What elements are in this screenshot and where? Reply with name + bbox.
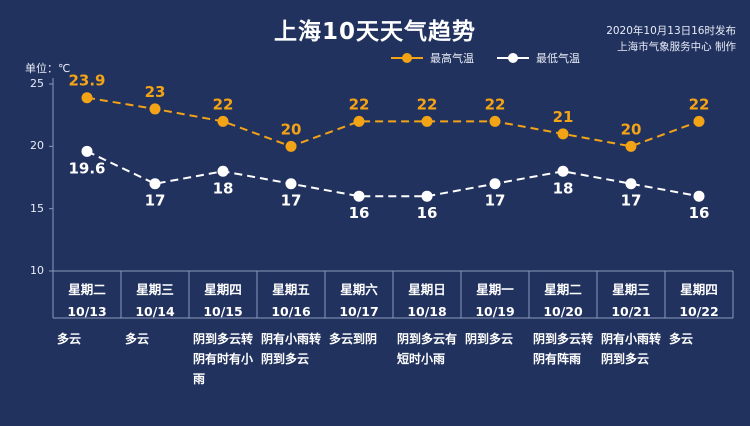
day-column: 星期五 10/16 阴有小雨转阴到多云 — [257, 271, 325, 369]
data-point-low — [285, 178, 297, 190]
day-date: 10/18 — [407, 304, 447, 319]
data-label-high: 22 — [213, 95, 234, 113]
day-date: 10/20 — [543, 304, 583, 319]
data-label-low: 16 — [349, 204, 370, 222]
data-point-high — [353, 115, 365, 127]
data-point-low — [489, 178, 501, 190]
publisher: 上海市气象服务中心 制作 — [617, 41, 736, 53]
day-weekday: 星期日 — [408, 282, 446, 297]
day-date: 10/19 — [475, 304, 515, 319]
day-weekday: 星期四 — [204, 282, 242, 297]
data-point-high — [81, 92, 93, 104]
data-label-low: 17 — [621, 192, 642, 210]
day-column: 星期四 10/15 阴到多云转阴有时有小雨 — [189, 271, 257, 389]
data-label-high: 20 — [621, 120, 642, 138]
data-point-low — [557, 165, 569, 177]
day-column: 星期二 10/20 阴到多云转阴有阵雨 — [529, 271, 597, 369]
day-column: 星期三 10/14 多云 — [121, 271, 189, 349]
data-label-low: 18 — [213, 179, 234, 197]
data-point-low — [149, 178, 161, 190]
data-point-low — [693, 190, 705, 202]
day-date: 10/14 — [135, 304, 175, 319]
data-label-high: 21 — [553, 108, 574, 126]
day-column: 星期一 10/19 阴到多云 — [461, 271, 529, 349]
data-point-low — [421, 190, 433, 202]
legend-high-marker — [391, 53, 423, 63]
day-column: 星期六 10/17 多云到阴 — [325, 271, 393, 349]
day-weather: 阴到多云转阴有阵雨 — [533, 332, 594, 366]
day-date: 10/15 — [203, 304, 243, 319]
day-weekday: 星期五 — [272, 282, 310, 297]
legend-high-label: 最高气温 — [430, 52, 474, 65]
day-date: 10/17 — [339, 304, 379, 319]
data-point-high — [149, 103, 161, 115]
data-label-high: 23.9 — [68, 72, 105, 90]
day-weekday: 星期四 — [680, 282, 718, 297]
day-weather: 多云到阴 — [329, 332, 378, 346]
data-label-high: 22 — [417, 95, 438, 113]
day-weekday: 星期三 — [136, 282, 174, 297]
data-point-low — [217, 165, 229, 177]
data-point-high — [625, 140, 637, 152]
data-point-high — [421, 115, 433, 127]
day-weather: 多云 — [669, 332, 694, 346]
day-weather: 多云 — [125, 332, 150, 346]
legend: 最高气温 最低气温 — [390, 50, 580, 66]
day-weekday: 星期二 — [68, 282, 106, 297]
day-weather: 阴到多云转阴有时有小雨 — [193, 332, 254, 386]
data-label-high: 20 — [281, 120, 302, 138]
day-column: 星期三 10/21 阴有小雨转阴到多云 — [597, 271, 665, 369]
data-label-high: 23 — [145, 83, 166, 101]
y-tick-label: 25 — [30, 77, 44, 90]
publish-info: 2020年10月13日16时发布 上海市气象服务中心 制作 — [606, 23, 736, 55]
y-tick-label: 10 — [30, 264, 44, 277]
legend-item-high: 最高气温 — [390, 50, 474, 66]
data-label-low: 17 — [485, 192, 506, 210]
day-column: 星期二 10/13 多云 — [53, 271, 121, 349]
day-weekday: 星期二 — [544, 282, 582, 297]
day-column: 星期四 10/22 多云 — [665, 271, 733, 349]
day-weekday: 星期三 — [612, 282, 650, 297]
day-date: 10/22 — [679, 304, 719, 319]
legend-low-marker — [497, 53, 529, 63]
day-weekday: 星期六 — [340, 282, 378, 297]
day-weather: 阴到多云有短时小雨 — [397, 332, 458, 366]
chart-title: 上海10天天气趋势 — [273, 19, 476, 45]
day-weekday: 星期一 — [476, 282, 514, 297]
day-date: 10/21 — [611, 304, 651, 319]
data-point-high — [489, 115, 501, 127]
data-label-low: 17 — [145, 192, 166, 210]
day-date: 10/16 — [271, 304, 311, 319]
data-point-high — [285, 140, 297, 152]
legend-item-low: 最低气温 — [496, 50, 580, 66]
data-label-low: 16 — [417, 204, 438, 222]
data-label-high: 22 — [485, 95, 506, 113]
data-label-high: 22 — [349, 95, 370, 113]
y-tick-label: 20 — [30, 139, 44, 152]
day-column: 星期日 10/18 阴到多云有短时小雨 — [393, 271, 461, 369]
data-point-low — [353, 190, 365, 202]
day-weather: 阴有小雨转阴到多云 — [261, 332, 322, 366]
series-line-low — [86, 150, 700, 198]
data-label-low: 18 — [553, 179, 574, 197]
data-point-low — [81, 145, 93, 157]
day-weather: 多云 — [57, 332, 82, 346]
y-tick-label: 15 — [30, 202, 44, 215]
data-label-low: 16 — [689, 204, 710, 222]
day-weather: 阴有小雨转阴到多云 — [601, 332, 662, 366]
data-label-high: 22 — [689, 95, 710, 113]
day-weather: 阴到多云 — [465, 332, 514, 346]
unit-label: 单位：℃ — [25, 62, 71, 75]
day-date: 10/13 — [67, 304, 107, 319]
data-label-low: 17 — [281, 192, 302, 210]
data-point-low — [625, 178, 637, 190]
data-point-high — [557, 128, 569, 140]
series-line-high — [86, 96, 700, 148]
data-point-high — [217, 115, 229, 127]
data-label-low: 19.6 — [68, 159, 105, 177]
data-point-high — [693, 115, 705, 127]
legend-low-label: 最低气温 — [536, 52, 580, 65]
publish-time: 2020年10月13日16时发布 — [606, 25, 736, 37]
